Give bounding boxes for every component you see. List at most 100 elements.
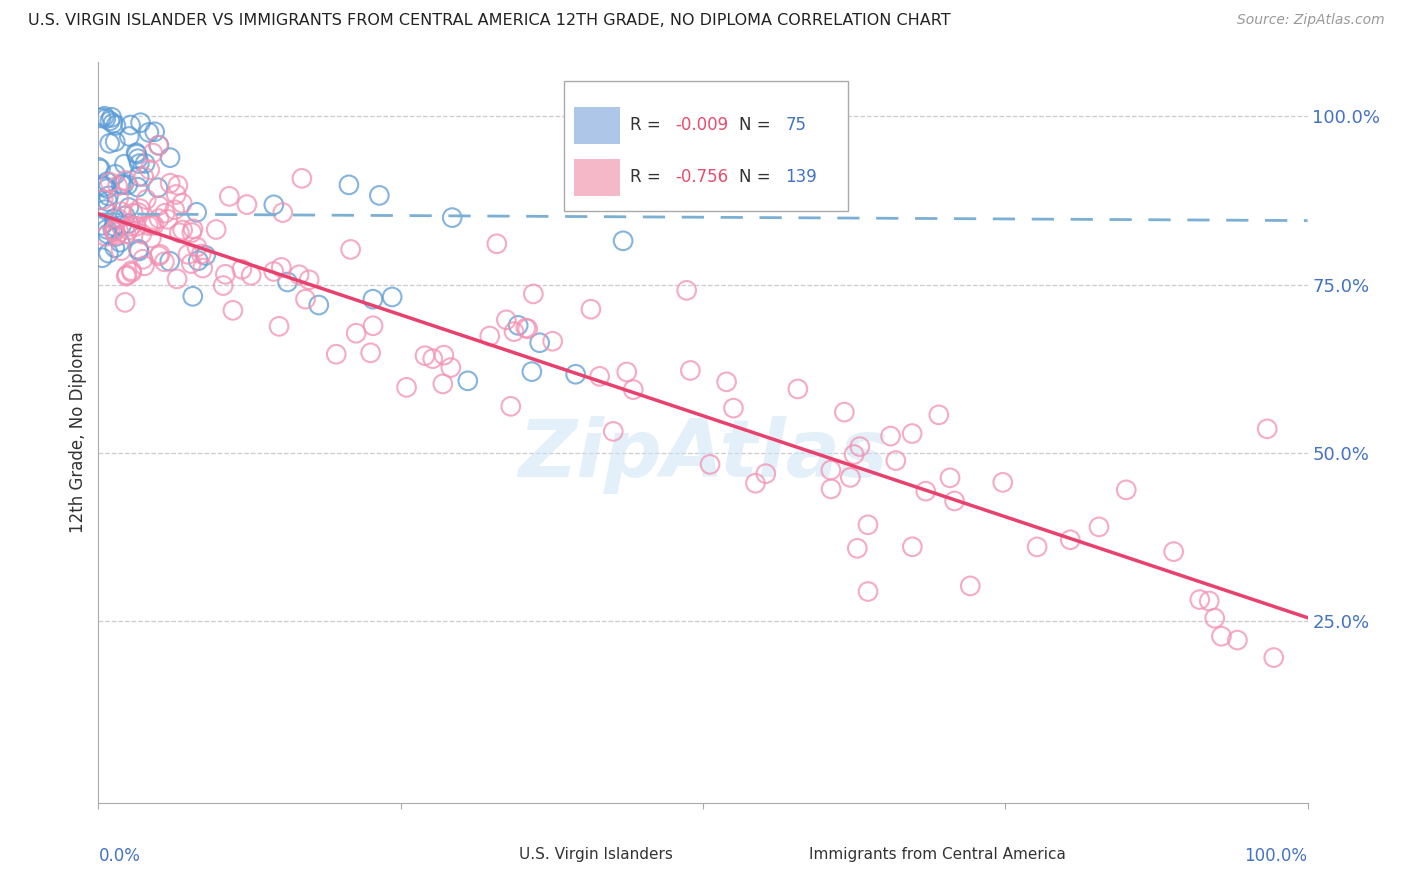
Point (381, 290, 404, 304)
Point (128, 156, 150, 170)
Point (612, 234, 634, 248)
Point (422, 351, 444, 366)
Point (294, 292, 316, 306)
Point (1263, 650, 1285, 665)
Point (522, 286, 544, 301)
Point (520, 365, 543, 379)
Point (675, 284, 697, 298)
Point (271, 205, 294, 219)
Point (100, 111, 122, 125)
Point (186, 240, 208, 254)
Point (117, 178, 139, 192)
Point (440, 360, 463, 375)
Point (87, 193, 110, 207)
Point (361, 292, 384, 306)
Point (212, 278, 235, 293)
Point (101, 222, 124, 236)
Point (218, 189, 240, 203)
Text: Immigrants from Central America: Immigrants from Central America (810, 847, 1066, 863)
Point (172, 196, 194, 211)
Point (87, 161, 110, 175)
Point (1256, 422, 1278, 436)
Point (104, 224, 127, 238)
Point (165, 187, 187, 202)
Point (564, 368, 586, 382)
Point (194, 248, 217, 262)
Point (943, 494, 966, 508)
Point (97, 246, 120, 260)
Point (143, 218, 166, 232)
Point (516, 322, 538, 336)
Point (1026, 540, 1049, 554)
Point (180, 226, 202, 240)
Point (308, 298, 330, 312)
Point (515, 321, 537, 335)
Point (616, 365, 638, 379)
Point (121, 264, 143, 278)
Point (856, 584, 879, 599)
Point (104, 119, 127, 133)
Text: R =: R = (630, 169, 666, 186)
Point (368, 188, 391, 202)
Point (361, 318, 384, 333)
Point (503, 325, 526, 339)
Point (135, 193, 157, 207)
Point (180, 257, 202, 271)
Text: -0.009: -0.009 (675, 116, 728, 135)
Point (104, 241, 127, 255)
Point (529, 335, 551, 350)
Point (884, 453, 907, 467)
Point (98, 136, 121, 151)
Text: N =: N = (740, 169, 776, 186)
Point (97, 189, 120, 203)
Point (169, 226, 191, 240)
Point (136, 219, 159, 233)
Point (122, 206, 145, 220)
Point (111, 219, 134, 233)
Point (820, 463, 842, 477)
Point (132, 252, 155, 267)
Point (344, 326, 367, 341)
Point (131, 227, 153, 241)
Point (138, 162, 160, 177)
Point (187, 253, 209, 268)
Point (134, 156, 156, 170)
Point (118, 129, 141, 144)
Point (146, 180, 169, 194)
Text: 139: 139 (785, 169, 817, 186)
Point (231, 262, 253, 277)
Point (755, 467, 778, 481)
Point (191, 260, 214, 275)
Point (679, 363, 702, 377)
Point (103, 223, 125, 237)
Point (105, 229, 128, 244)
Point (842, 448, 865, 462)
Point (128, 242, 150, 256)
Point (128, 244, 150, 258)
Point (163, 202, 186, 217)
FancyBboxPatch shape (564, 81, 848, 211)
Point (112, 178, 135, 192)
Point (105, 227, 128, 242)
Point (240, 268, 263, 283)
Point (637, 173, 659, 187)
Point (167, 178, 190, 193)
Point (103, 219, 125, 234)
Point (395, 380, 418, 394)
Point (744, 476, 766, 491)
Bar (485, 851, 512, 875)
Point (148, 249, 170, 263)
Point (181, 222, 204, 236)
Point (699, 458, 721, 472)
Point (94, 112, 117, 126)
Point (839, 470, 862, 484)
Text: 75: 75 (785, 116, 806, 135)
Point (149, 247, 172, 261)
Point (325, 347, 347, 361)
Point (107, 211, 129, 226)
Point (433, 348, 456, 362)
Point (190, 247, 212, 261)
Point (118, 216, 141, 230)
Point (270, 260, 292, 275)
Point (621, 383, 644, 397)
